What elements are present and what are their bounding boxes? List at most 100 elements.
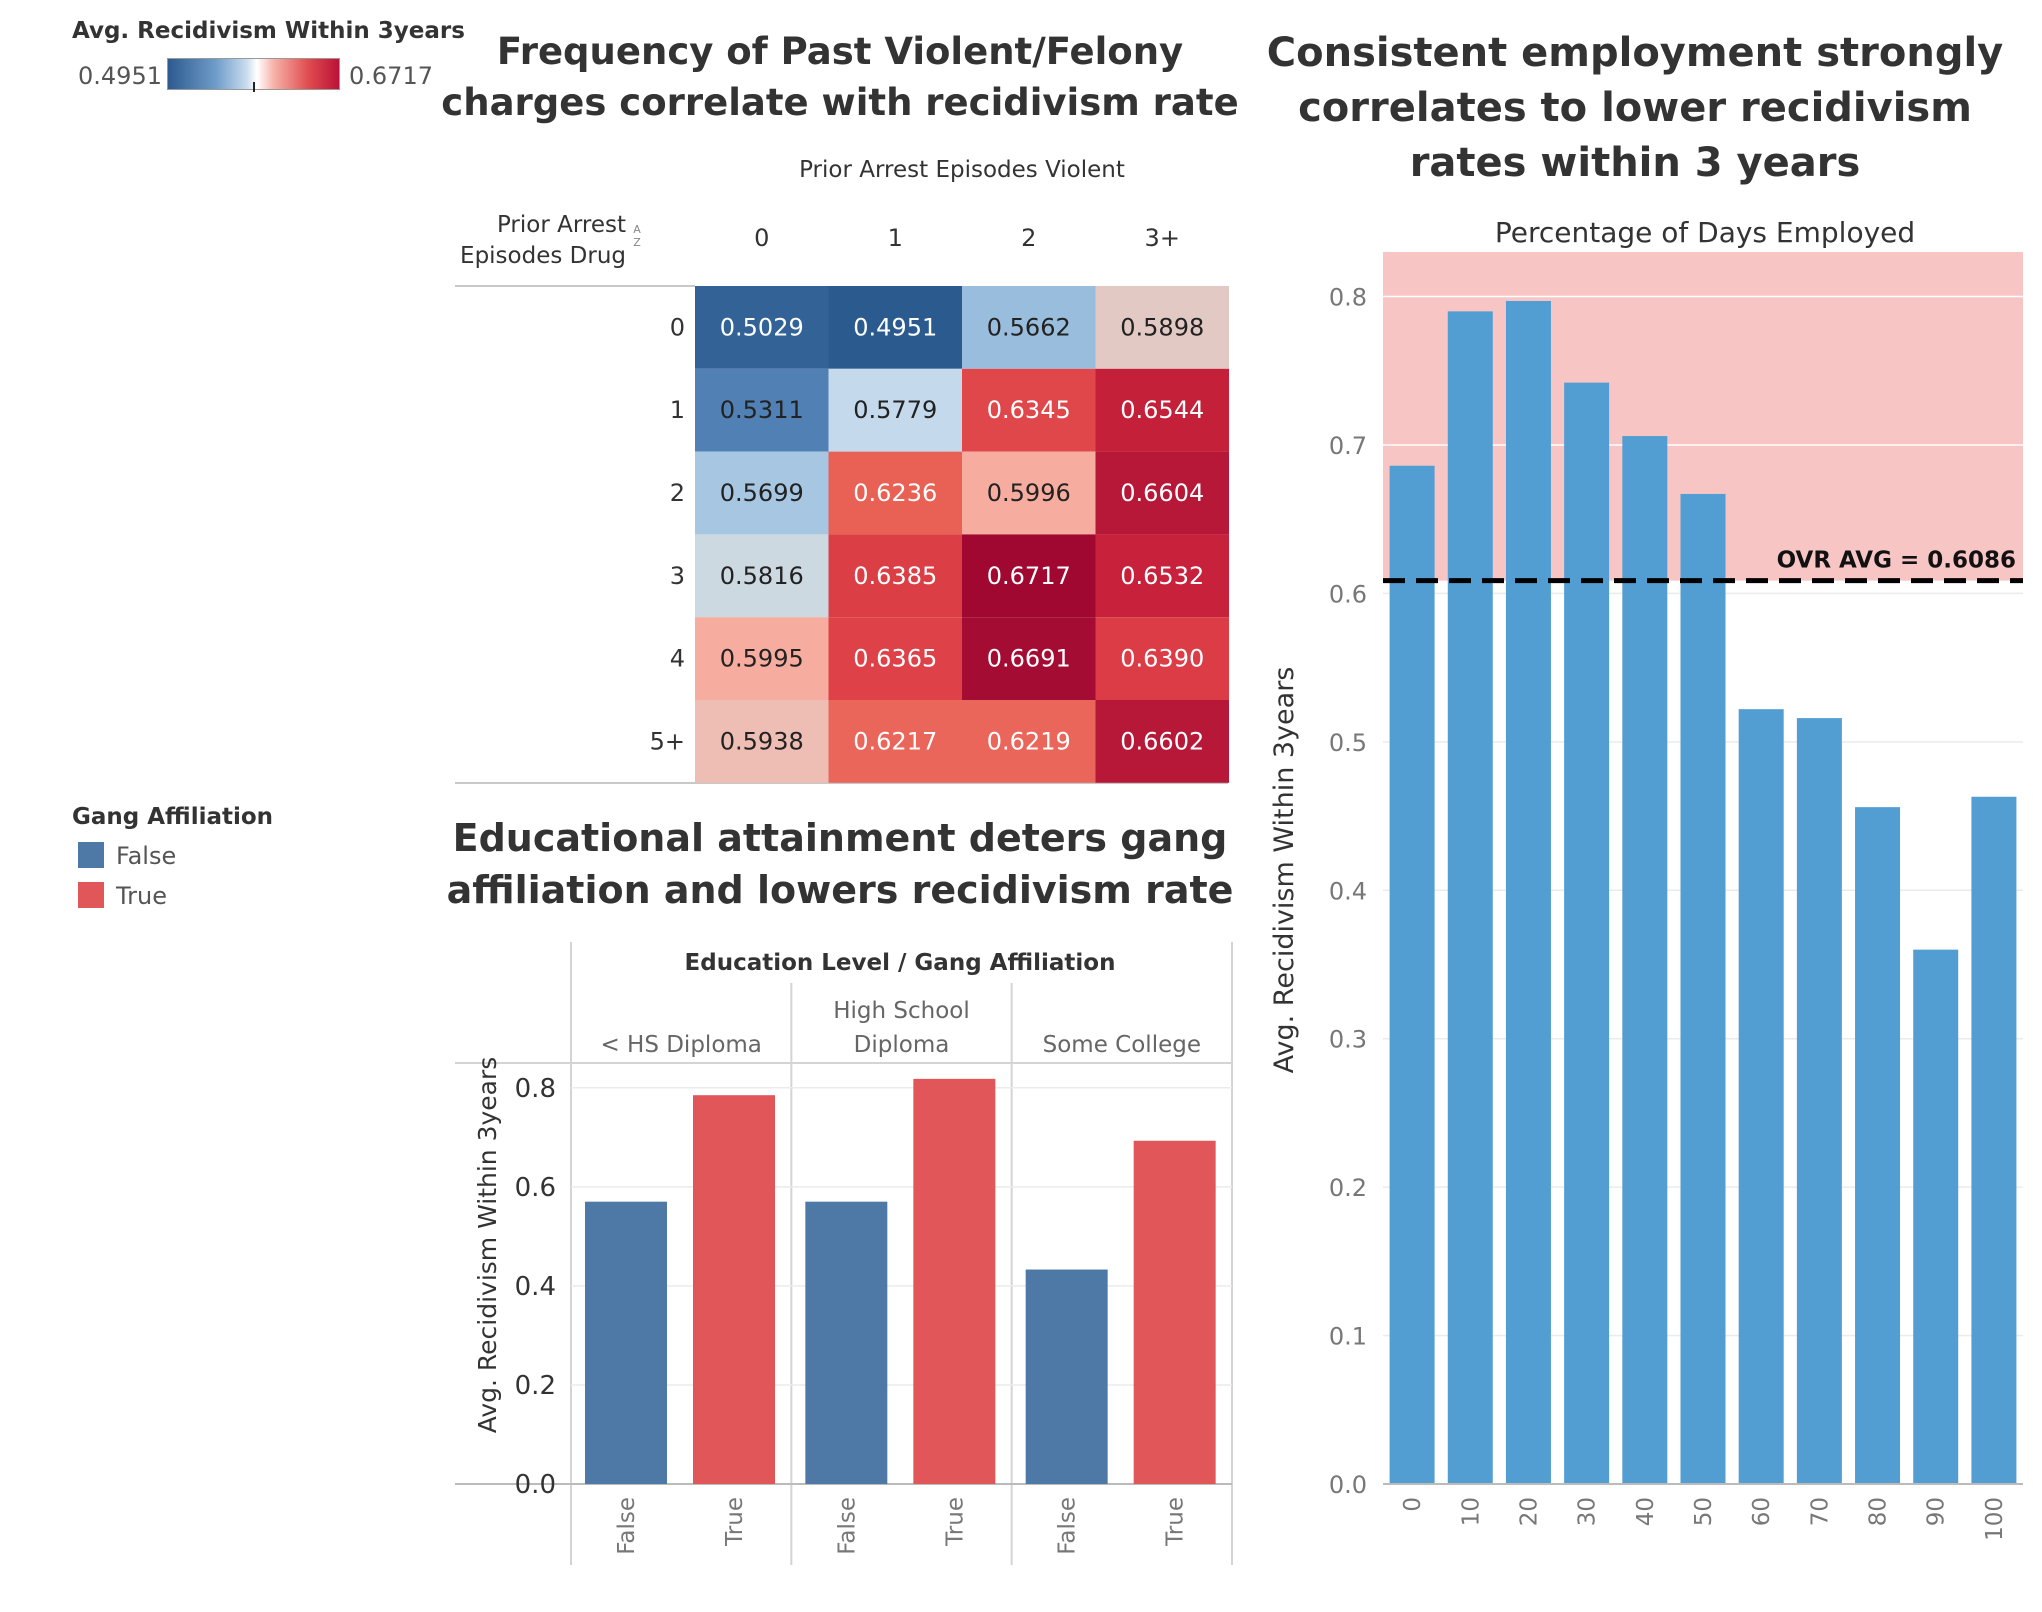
color-legend-max: 0.6717 <box>349 62 433 90</box>
heatmap-row-label: 5+ <box>650 727 685 755</box>
education-bar-chart: Education Level / Gang Affiliation Avg. … <box>455 942 1233 1565</box>
employment-bar <box>1738 709 1784 1484</box>
heatmap-cell <box>1095 286 1229 369</box>
heatmap-cell-label: 0.6717 <box>987 562 1071 590</box>
heatmap-cell <box>962 368 1096 452</box>
heatmap-cell <box>695 534 829 618</box>
heatmap-column-label: 2 <box>1021 224 1036 252</box>
employment-y-tick-label: 0.6 <box>1329 580 1367 608</box>
color-legend-title: Avg. Recidivism Within 3years <box>72 18 465 44</box>
heatmap-chart: Prior Arrest Episodes Violent Prior Arre… <box>455 157 1229 784</box>
employment-bar <box>1796 718 1842 1484</box>
employment-y-tick-label: 0.0 <box>1329 1471 1367 1499</box>
employment-x-tick-label: 30 <box>1575 1497 1601 1526</box>
heatmap-cell <box>828 368 962 452</box>
heatmap-column-label: 1 <box>888 224 903 252</box>
svg-text:Z: Z <box>633 236 641 249</box>
employment-bar <box>1855 807 1901 1484</box>
heatmap-cell-label: 0.6385 <box>853 562 937 590</box>
heatmap-row-header-line: Prior Arrest <box>497 212 626 238</box>
heatmap-row-label: 3 <box>670 562 685 590</box>
education-x-tick-label: True <box>722 1497 748 1547</box>
heatmap-column-label: 3+ <box>1145 224 1180 252</box>
heatmap-cell-label: 0.6544 <box>1120 396 1204 424</box>
heatmap-row-label: 4 <box>670 645 685 673</box>
employment-x-tick-label: 0 <box>1400 1497 1426 1512</box>
education-y-tick-label: 0.6 <box>515 1173 556 1203</box>
heatmap-cell <box>962 451 1096 535</box>
employment-y-axis-label: Avg. Recidivism Within 3years <box>1269 667 1300 1074</box>
legend-swatch-false[interactable] <box>78 842 104 868</box>
legend-label-true: True <box>116 882 167 910</box>
heatmap-cell <box>962 286 1096 369</box>
heatmap-cell-label: 0.6345 <box>987 396 1071 424</box>
heatmap-cell-label: 0.5995 <box>720 645 804 673</box>
education-x-tick-label: False <box>614 1497 640 1555</box>
heatmap-cell <box>962 700 1096 783</box>
heatmap-cell <box>695 451 829 535</box>
education-bar <box>913 1078 996 1484</box>
employment-x-tick-label: 100 <box>1982 1497 2008 1541</box>
heatmap-cell-label: 0.5996 <box>987 479 1071 507</box>
education-bar <box>805 1201 888 1484</box>
employment-header: Percentage of Days Employed <box>1495 216 1915 249</box>
education-y-tick-label: 0.0 <box>515 1470 556 1500</box>
heatmap-cell-label: 0.5699 <box>720 479 804 507</box>
employment-y-tick-label: 0.4 <box>1329 877 1367 905</box>
gang-legend-title: Gang Affiliation <box>72 804 274 830</box>
heatmap-cell <box>1095 368 1229 452</box>
employment-y-tick-label: 0.1 <box>1329 1323 1367 1351</box>
education-group-label: High School <box>833 998 970 1024</box>
heatmap-cell-label: 0.5311 <box>720 396 804 424</box>
employment-x-tick-label: 10 <box>1458 1497 1484 1526</box>
employment-y-tick-label: 0.2 <box>1329 1174 1367 1202</box>
heatmap-cell <box>828 534 962 618</box>
sort-icon[interactable]: A Z <box>633 223 641 249</box>
employment-bar <box>1505 300 1551 1484</box>
heatmap-cell <box>695 617 829 700</box>
employment-bar <box>1447 311 1493 1484</box>
employment-x-tick-label: 40 <box>1633 1497 1659 1526</box>
education-bar <box>585 1201 667 1484</box>
heatmap-cell <box>695 368 829 452</box>
heatmap-cell <box>962 617 1096 700</box>
education-y-tick-label: 0.8 <box>515 1074 556 1104</box>
employment-x-tick-label: 20 <box>1516 1497 1542 1526</box>
education-group-label: Diploma <box>854 1032 950 1058</box>
heatmap-cell-label: 0.6602 <box>1120 727 1204 755</box>
heatmap-cell <box>1095 700 1229 783</box>
heatmap-cell <box>1095 617 1229 700</box>
heatmap-cell-label: 0.5898 <box>1120 313 1204 341</box>
svg-text:A: A <box>633 223 641 236</box>
heatmap-cell-label: 0.5662 <box>987 313 1071 341</box>
education-group-label: Some College <box>1043 1032 1201 1058</box>
heatmap-row-label: 0 <box>670 313 685 341</box>
education-chart-title: Educational attainment deters gang affil… <box>446 816 1234 913</box>
color-legend-tick <box>253 82 255 92</box>
employment-x-tick-label: 50 <box>1691 1497 1717 1526</box>
legend-swatch-true[interactable] <box>78 882 104 908</box>
employment-x-tick-label: 70 <box>1807 1497 1833 1526</box>
heatmap-row-label: 2 <box>670 479 685 507</box>
employment-x-tick-label: 90 <box>1924 1497 1950 1526</box>
employment-bar <box>1971 796 2017 1484</box>
heatmap-cell-label: 0.6236 <box>853 479 937 507</box>
education-y-tick-label: 0.4 <box>515 1272 556 1302</box>
heatmap-column-header: Prior Arrest Episodes Violent <box>799 157 1125 183</box>
heatmap-row-header-line: Episodes Drug <box>460 243 626 269</box>
education-bar <box>1133 1140 1216 1484</box>
heatmap-cell <box>1095 534 1229 618</box>
color-legend-min: 0.4951 <box>78 62 162 90</box>
employment-bar <box>1564 382 1610 1484</box>
employment-chart-title: Consistent employment strongly correlate… <box>1266 30 2004 187</box>
employment-bar <box>1622 436 1668 1484</box>
overall-average-label: OVR AVG = 0.6086 <box>1777 548 2016 574</box>
heatmap-cell-label: 0.5029 <box>720 313 804 341</box>
heatmap-cell <box>828 286 962 369</box>
heatmap-cell-label: 0.4951 <box>853 313 937 341</box>
education-y-axis-label: Avg. Recidivism Within 3years <box>473 1057 502 1434</box>
education-header: Education Level / Gang Affiliation <box>685 950 1116 976</box>
education-x-tick-label: True <box>1163 1497 1189 1547</box>
employment-y-tick-label: 0.3 <box>1329 1026 1367 1054</box>
education-x-tick-label: False <box>1055 1497 1081 1555</box>
